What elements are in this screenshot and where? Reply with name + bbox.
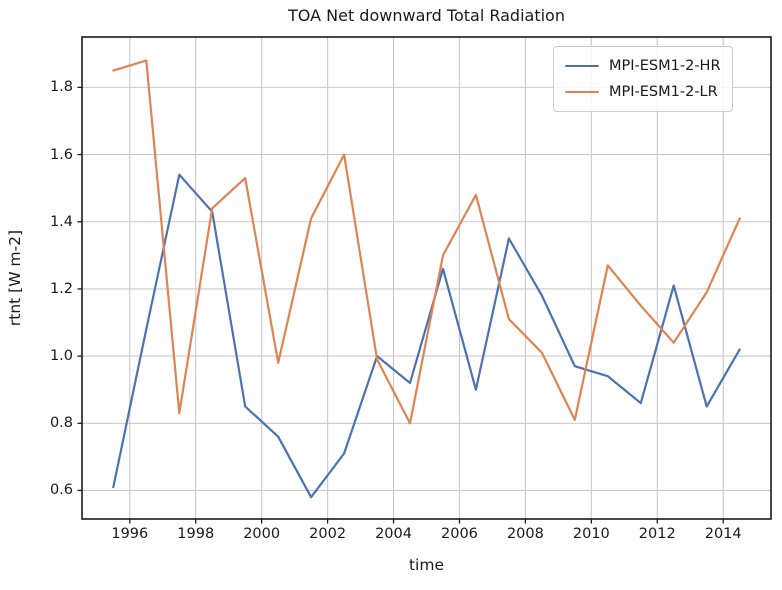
y-tick-label: 1.2 [49,280,73,297]
y-axis-label: rtnt [W m-2] [6,229,24,327]
y-tick-label: 0.6 [49,482,73,499]
x-tick-label: 1996 [111,526,149,542]
legend-series-label: MPI-ESM1-2-HR [609,58,721,74]
x-tick-label: 2008 [506,526,544,542]
y-tick-label: 0.8 [49,415,73,432]
y-tick-label: 1.0 [49,348,73,365]
x-tick-label: 2014 [704,526,742,542]
legend-series-label: MPI-ESM1-2-LR [609,84,718,100]
legend-item: MPI-ESM1-2-LR [565,79,721,105]
plot-frame [81,36,772,520]
x-axis-label: time [408,556,445,574]
legend-item: MPI-ESM1-2-HR [565,53,721,79]
x-tick-label: 2006 [441,526,478,542]
data-line [112,59,741,425]
x-tick-label: 2010 [572,526,610,542]
legend-line-swatch [565,90,599,94]
x-tick-label: 2012 [638,526,676,542]
data-line [112,173,741,499]
y-tick-label: 1.8 [49,79,73,96]
x-tick-label: 2004 [375,526,412,542]
legend-line-swatch [565,64,599,68]
x-tick-label: 1998 [177,526,215,542]
y-tick-label: 1.6 [49,146,73,163]
legend: MPI-ESM1-2-HR MPI-ESM1-2-LR [553,46,733,112]
chart-title: TOA Net downward Total Radiation [288,6,565,25]
x-tick-label: 2000 [243,526,281,542]
x-tick-label: 2002 [309,526,347,542]
y-tick-label: 1.4 [49,213,73,230]
